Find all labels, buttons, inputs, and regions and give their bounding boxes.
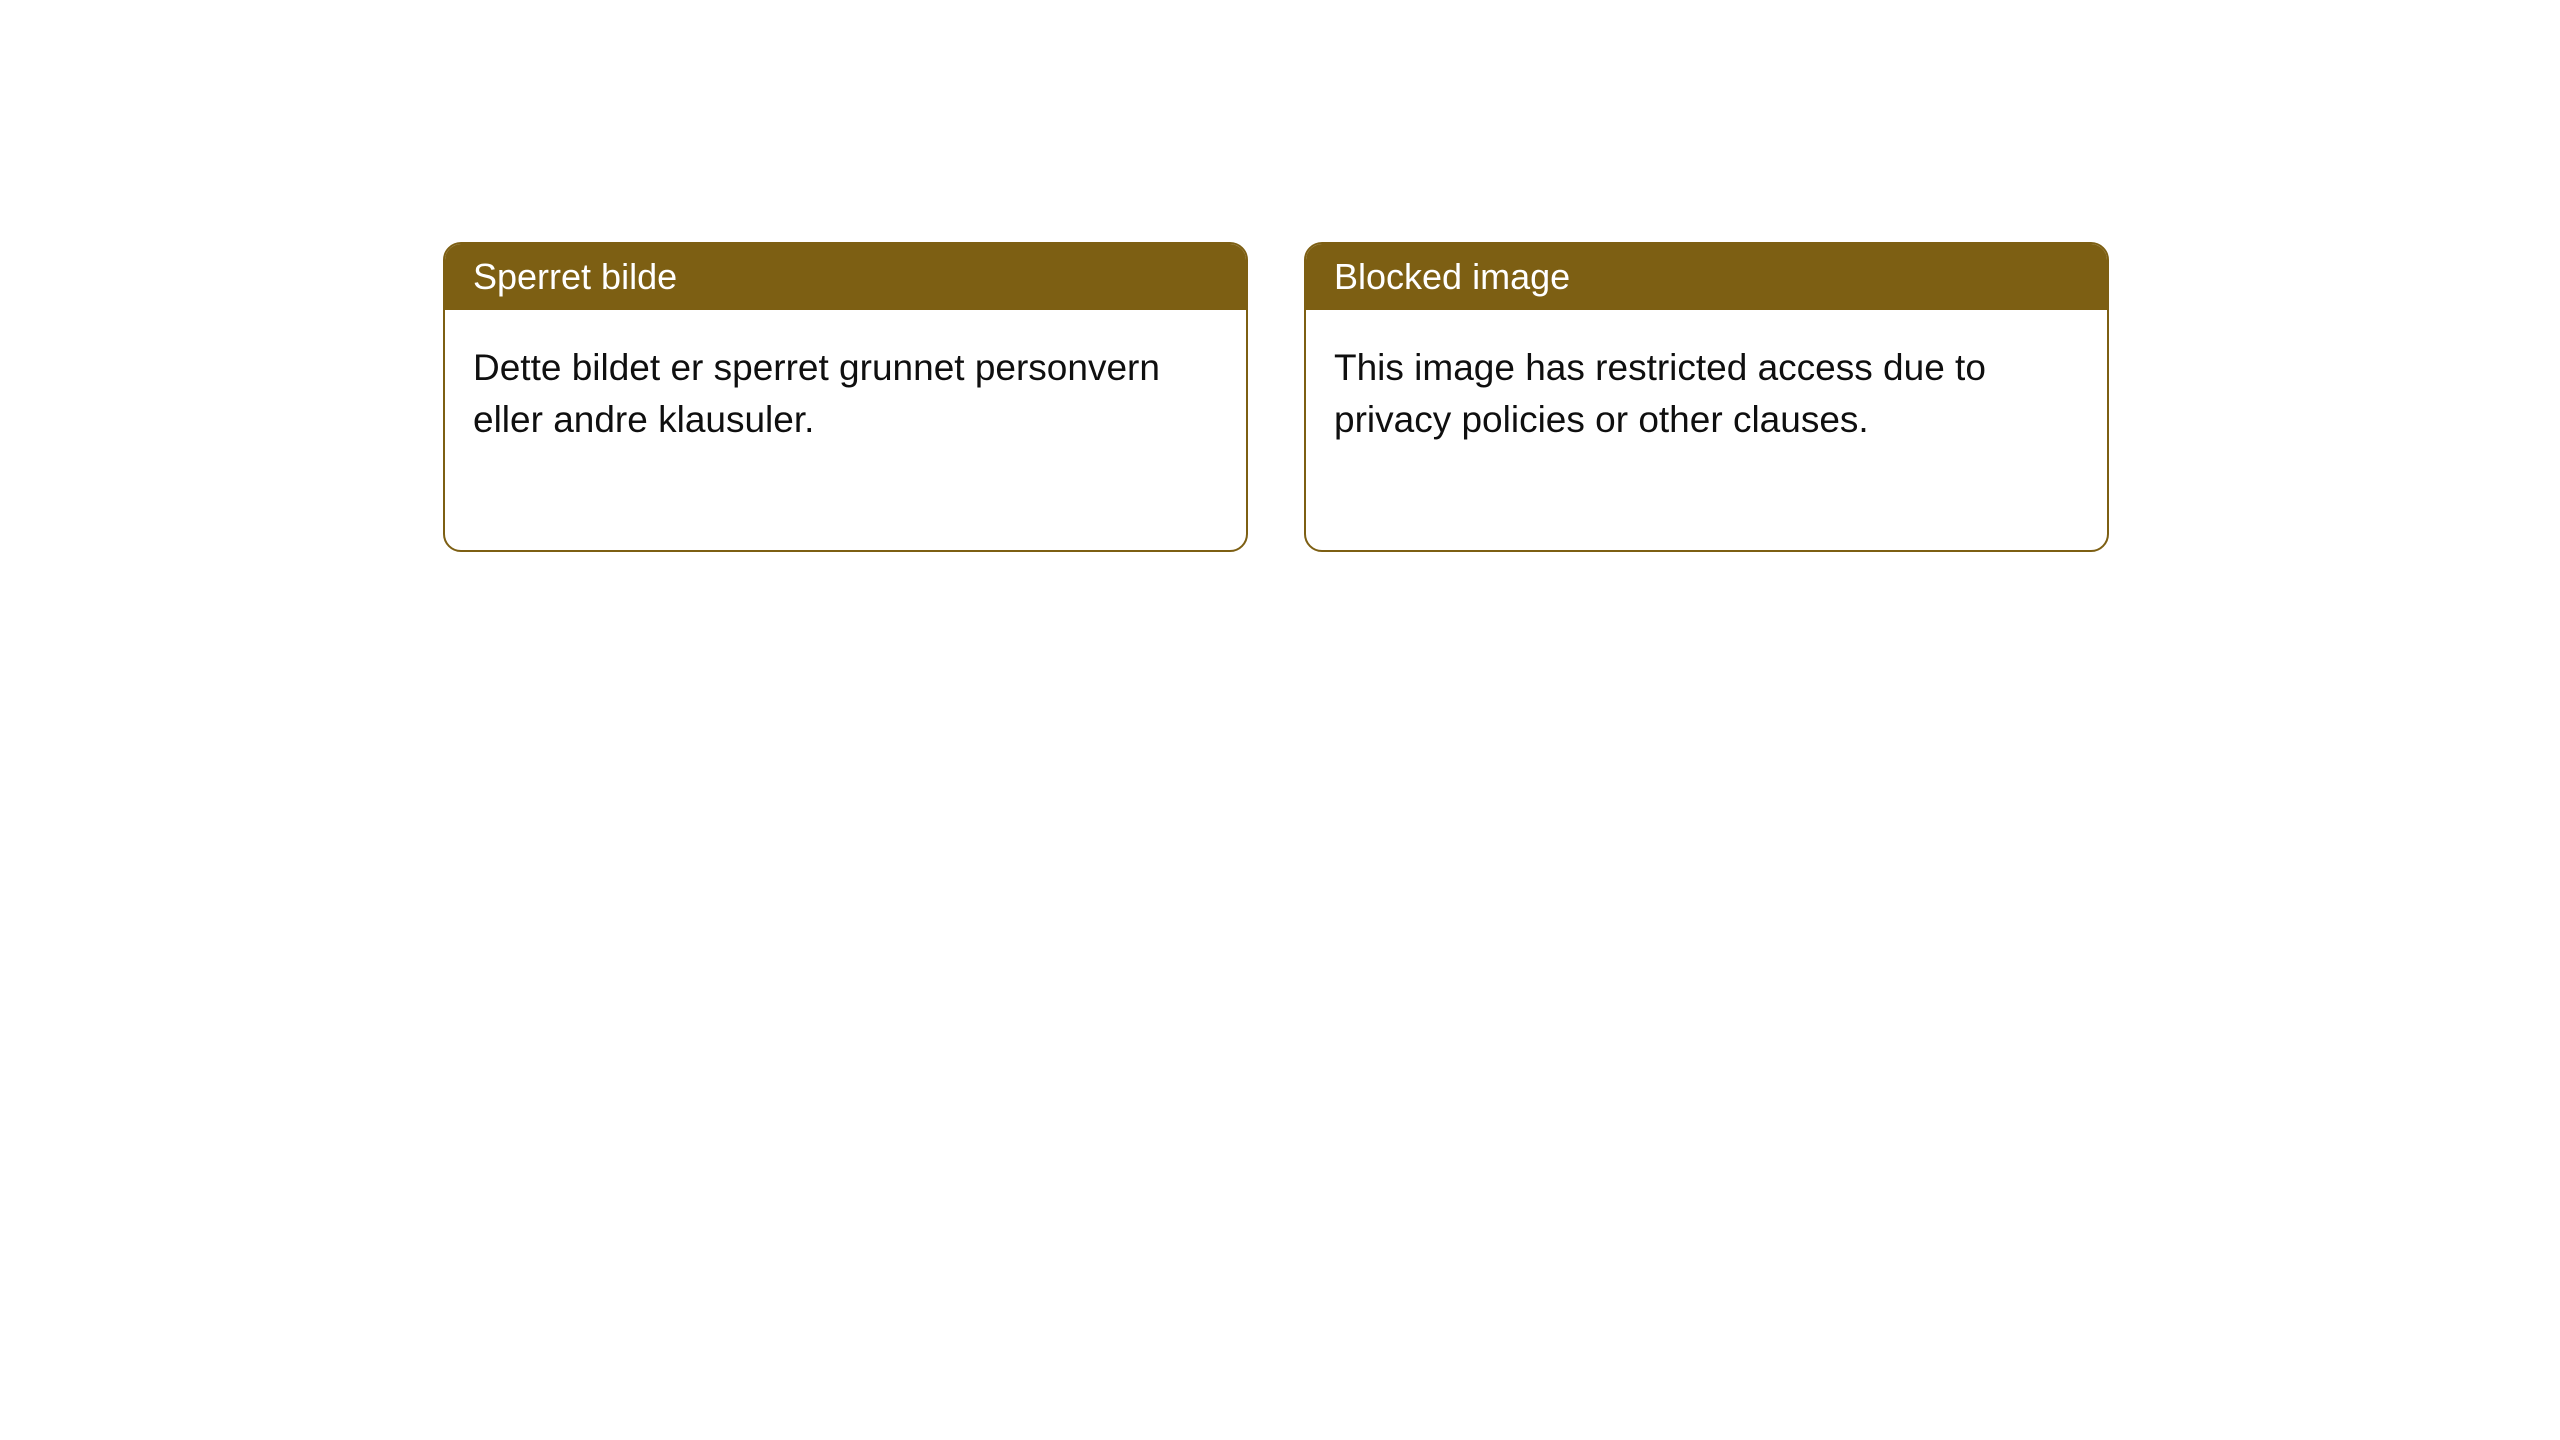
notice-card-norwegian: Sperret bilde Dette bildet er sperret gr… xyxy=(443,242,1248,552)
notice-card-title: Sperret bilde xyxy=(445,244,1246,310)
notice-card-body: Dette bildet er sperret grunnet personve… xyxy=(445,310,1246,550)
notice-container: Sperret bilde Dette bildet er sperret gr… xyxy=(443,242,2109,552)
notice-card-title: Blocked image xyxy=(1306,244,2107,310)
notice-card-body: This image has restricted access due to … xyxy=(1306,310,2107,550)
notice-card-english: Blocked image This image has restricted … xyxy=(1304,242,2109,552)
